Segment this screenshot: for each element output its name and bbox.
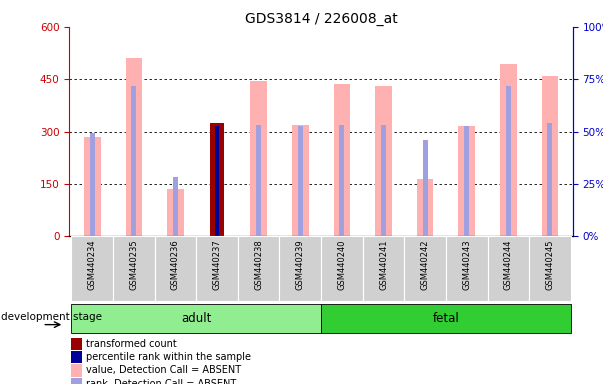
Bar [238,236,279,301]
Text: GSM440239: GSM440239 [296,240,305,290]
Bar [173,177,178,236]
Bar [298,126,303,236]
Bar [71,338,81,350]
Text: rank, Detection Call = ABSENT: rank, Detection Call = ABSENT [86,379,236,384]
Bar [548,123,552,236]
Bar [196,236,238,301]
Text: value, Detection Call = ABSENT: value, Detection Call = ABSENT [86,366,241,376]
Bar [446,236,488,301]
Bar [250,81,267,236]
Bar [71,304,321,333]
Bar [321,236,363,301]
Text: GSM440235: GSM440235 [130,240,138,290]
Text: GSM440234: GSM440234 [87,240,96,290]
Bar [71,364,81,377]
Bar [405,236,446,301]
Bar [71,236,113,301]
Text: GSM440237: GSM440237 [213,240,221,290]
Bar [125,58,142,236]
Text: adult: adult [181,312,212,325]
Bar [500,63,517,236]
Text: GSM440243: GSM440243 [463,240,471,290]
Text: fetal: fetal [432,312,459,325]
Bar [333,84,350,236]
Bar [84,137,101,236]
Bar [113,236,154,301]
Bar [215,126,219,236]
Text: percentile rank within the sample: percentile rank within the sample [86,352,251,362]
Bar [71,351,81,363]
Bar [167,189,184,236]
Bar [423,140,428,236]
Bar [464,126,469,236]
Text: GSM440241: GSM440241 [379,240,388,290]
Bar [154,236,196,301]
Text: development stage: development stage [1,312,102,322]
Title: GDS3814 / 226008_at: GDS3814 / 226008_at [245,12,397,26]
Text: transformed count: transformed count [86,339,177,349]
Bar [375,86,392,236]
Bar [256,124,261,236]
Text: GSM440240: GSM440240 [338,240,346,290]
Bar [529,236,571,301]
Bar [458,126,475,236]
Bar [71,377,81,384]
Text: GSM440238: GSM440238 [254,240,263,290]
Bar [131,86,136,236]
Bar [488,236,529,301]
Bar [210,123,224,236]
Text: GSM440236: GSM440236 [171,240,180,290]
Bar [292,124,309,236]
Bar [541,76,558,236]
Bar [381,124,386,236]
Bar [363,236,405,301]
Text: GSM440242: GSM440242 [421,240,429,290]
Text: GSM440245: GSM440245 [546,240,555,290]
Bar [90,133,95,236]
Bar [321,304,571,333]
Bar [506,86,511,236]
Bar [279,236,321,301]
Bar [417,179,434,236]
Text: GSM440244: GSM440244 [504,240,513,290]
Bar [339,124,344,236]
